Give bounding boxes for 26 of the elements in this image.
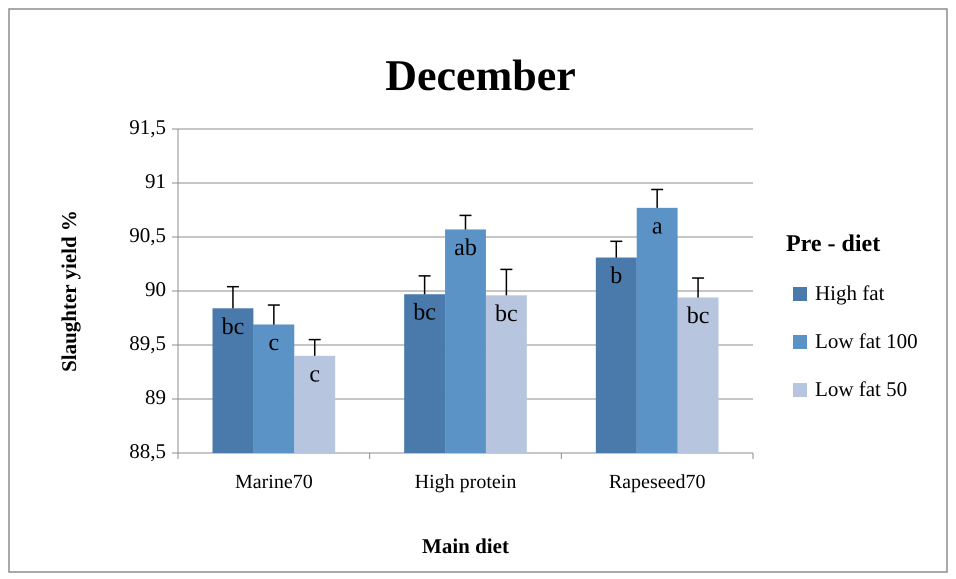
legend-label: High fat [815, 280, 885, 305]
annotation: ab [454, 234, 477, 261]
annotation: bc [222, 314, 244, 340]
x-tick-label: High protein [414, 471, 516, 493]
annotation: c [268, 330, 280, 356]
chart-title: December [385, 51, 576, 100]
x-tick-label: Marine70 [234, 471, 313, 493]
y-axis-title: Slaughter yield % [57, 210, 81, 372]
legend-label: Low fat 50 [815, 376, 908, 401]
y-tick-label: 91,5 [129, 114, 166, 139]
y-tick-label: 90,5 [129, 222, 166, 247]
y-tick-label: 91 [145, 168, 166, 193]
legend-title: Pre - diet [786, 231, 880, 257]
annotation: a [652, 213, 663, 240]
legend-label: Low fat 100 [815, 328, 918, 353]
annotation: c [309, 361, 320, 388]
y-tick-label: 89,5 [129, 330, 166, 355]
x-axis-title: Main diet [422, 534, 509, 558]
annotation: bc [495, 300, 518, 327]
y-tick-label: 89 [145, 384, 166, 409]
x-tick-label: Rapeseed70 [608, 471, 706, 493]
annotation: bc [413, 300, 436, 326]
annotation: bc [686, 302, 710, 329]
y-tick-label: 90 [145, 276, 166, 301]
annotation: b [610, 263, 622, 290]
y-tick-label: 88,5 [129, 438, 166, 463]
